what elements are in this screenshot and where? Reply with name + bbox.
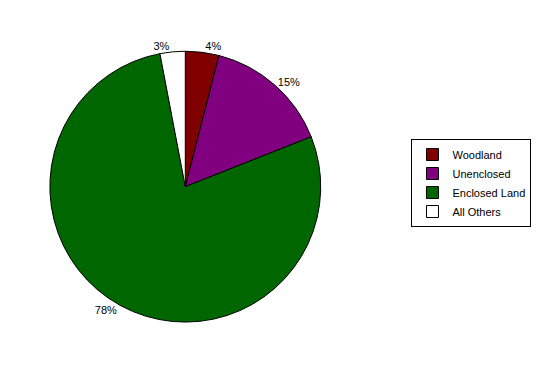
svg-text:4%: 4% <box>205 40 221 52</box>
svg-text:15%: 15% <box>278 76 300 88</box>
svg-text:3%: 3% <box>153 40 169 52</box>
svg-text:Enclosed Land: Enclosed Land <box>452 187 525 199</box>
svg-text:Woodland: Woodland <box>452 149 501 161</box>
svg-text:Unenclosed: Unenclosed <box>452 168 510 180</box>
svg-text:All Others: All Others <box>452 206 501 218</box>
svg-text:78%: 78% <box>95 304 117 316</box>
